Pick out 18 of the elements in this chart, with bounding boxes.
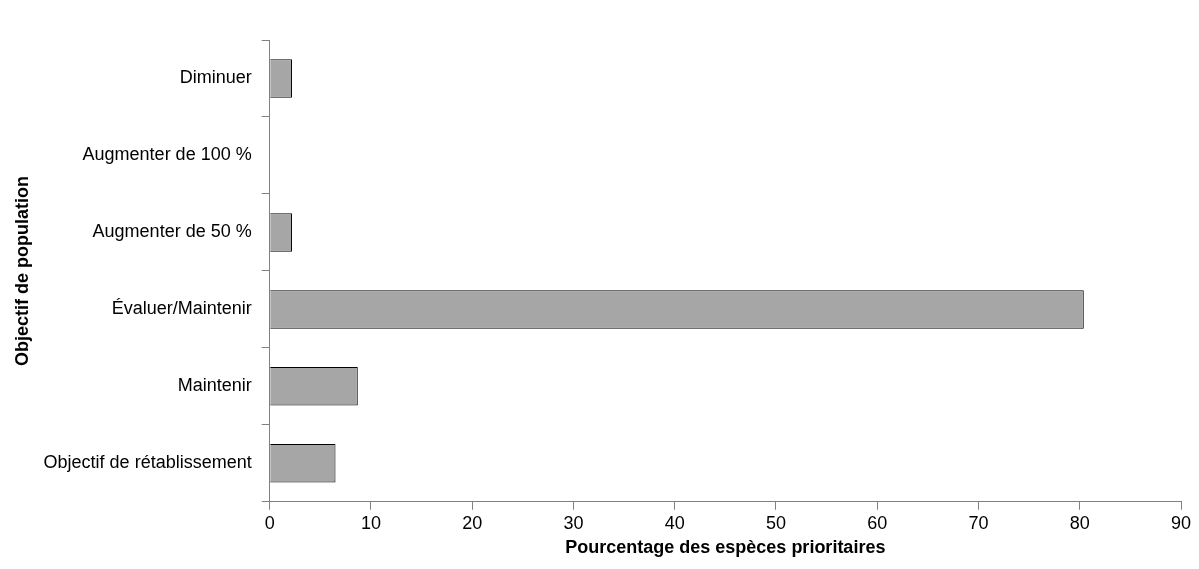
x-tick-label: 20: [462, 512, 483, 533]
y-tick-label: Augmenter de 50 %: [92, 221, 252, 242]
x-tick-label: 80: [1069, 512, 1090, 533]
x-tick-label: 0: [264, 512, 275, 533]
x-tick-label: 90: [1170, 512, 1192, 533]
y-tick-label: Augmenter de 100 %: [82, 144, 252, 165]
y-tick-label: Évaluer/Maintenir: [111, 298, 252, 319]
y-tick-label: Objectif de rétablissement: [43, 452, 252, 473]
x-tick-label: 70: [968, 512, 989, 533]
x-axis-title: Pourcentage des espèces prioritaires: [565, 537, 886, 558]
x-tick-label: 30: [563, 512, 584, 533]
x-tick-label: 60: [867, 512, 888, 533]
y-axis-title: Objectif de population: [11, 175, 32, 366]
x-tick-label: 40: [664, 512, 685, 533]
y-tick-label: Diminuer: [179, 67, 252, 88]
x-tick-label: 10: [360, 512, 381, 533]
y-tick-label: Maintenir: [177, 375, 252, 396]
x-tick-label: 50: [765, 512, 786, 533]
